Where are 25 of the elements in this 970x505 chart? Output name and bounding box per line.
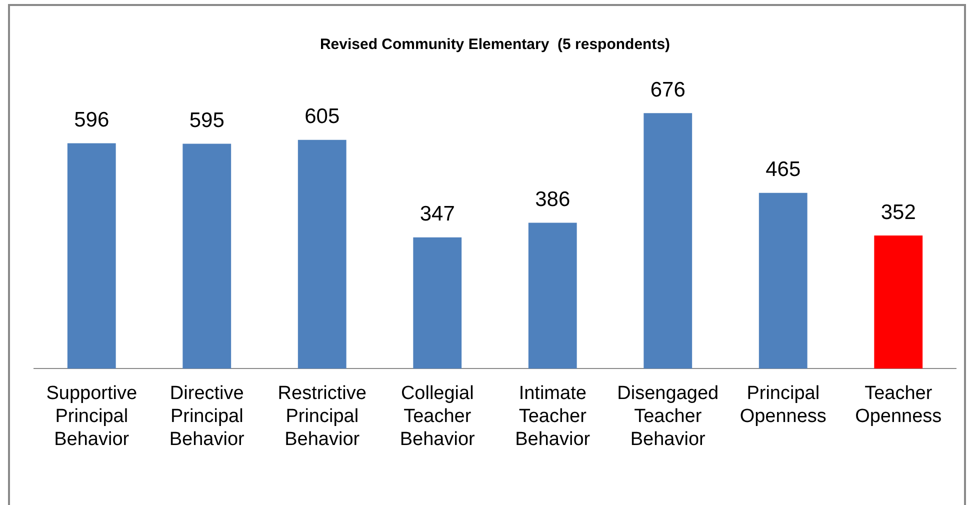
data-label: 676	[650, 78, 686, 102]
data-label: 595	[189, 108, 224, 132]
x-tick-label: Directive Principal Behavior	[169, 383, 246, 450]
bar	[182, 144, 232, 369]
bar	[413, 237, 462, 369]
x-tick-label: Intimate Teacher Behavior	[515, 383, 591, 450]
data-label: 596	[74, 108, 110, 132]
x-tick-label: Disengaged Teacher Behavior	[617, 383, 719, 450]
bar	[758, 192, 808, 369]
bar	[874, 236, 923, 369]
data-label: 352	[880, 200, 916, 224]
data-label: 386	[535, 188, 570, 211]
data-label: 465	[766, 158, 801, 182]
bar	[528, 222, 577, 369]
bar	[298, 140, 346, 369]
x-tick-label: Collegial Teacher Behavior	[400, 383, 476, 450]
x-tick-label: Principal Openness	[740, 383, 826, 428]
x-tick-label: Restrictive Principal Behavior	[278, 383, 366, 450]
bar	[644, 113, 692, 369]
x-tick-label: Supportive Principal Behavior	[46, 383, 138, 450]
x-tick-label: Teacher Openness	[855, 383, 942, 428]
data-label: 605	[304, 105, 340, 128]
bar	[67, 143, 116, 369]
data-label: 347	[420, 202, 455, 226]
chart-title: Revised Community Elementary (5 respondents)	[320, 36, 670, 54]
